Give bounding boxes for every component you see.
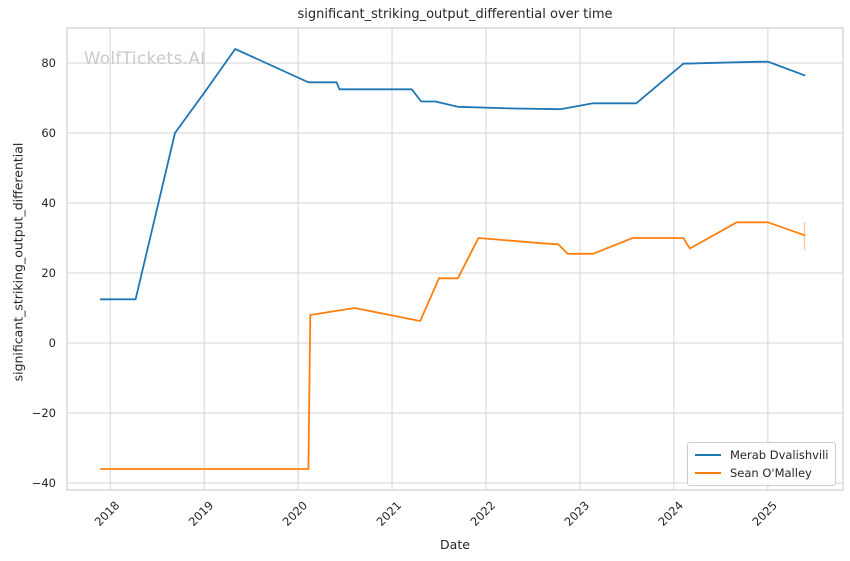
legend-line-sample-blue (695, 454, 721, 456)
x-tick-label: 2021 (374, 498, 405, 529)
y-tick-label: −40 (32, 476, 56, 490)
y-tick-label: 60 (41, 126, 56, 140)
plot-border (66, 27, 844, 491)
x-tick-label: 2020 (280, 498, 311, 529)
x-tick-label: 2018 (92, 498, 123, 529)
x-tick-label: 2022 (468, 498, 499, 529)
series-line-sean-o-malley (99, 221, 806, 470)
y-tick-label: −20 (32, 406, 56, 420)
x-axis-label: Date (440, 537, 470, 552)
series-line-merab-dvalishvili (99, 48, 806, 301)
legend-label: Sean O'Malley (730, 466, 812, 480)
legend-entry-sean-omalley: Sean O'Malley (695, 465, 828, 481)
legend: Merab Dvalishvili Sean O'Malley (687, 442, 836, 486)
y-tick-label: 80 (41, 56, 56, 70)
y-tick-label: 20 (41, 266, 56, 280)
y-tick-label: 40 (41, 196, 56, 210)
x-tick-label: 2023 (561, 498, 592, 529)
watermark: WolfTickets.AI (84, 49, 206, 68)
x-tick-label: 2024 (655, 498, 686, 529)
legend-label: Merab Dvalishvili (730, 448, 829, 462)
x-tick-label: 2025 (749, 498, 780, 529)
chart-title: significant_striking_output_differential… (297, 7, 613, 22)
legend-line-sample-orange (695, 472, 721, 474)
x-tick-label: 2019 (186, 498, 217, 529)
y-tick-label: 0 (49, 336, 56, 350)
y-axis-label: significant_striking_output_differential (10, 142, 26, 382)
legend-entry-merab-dvalishvili: Merab Dvalishvili (695, 447, 829, 463)
